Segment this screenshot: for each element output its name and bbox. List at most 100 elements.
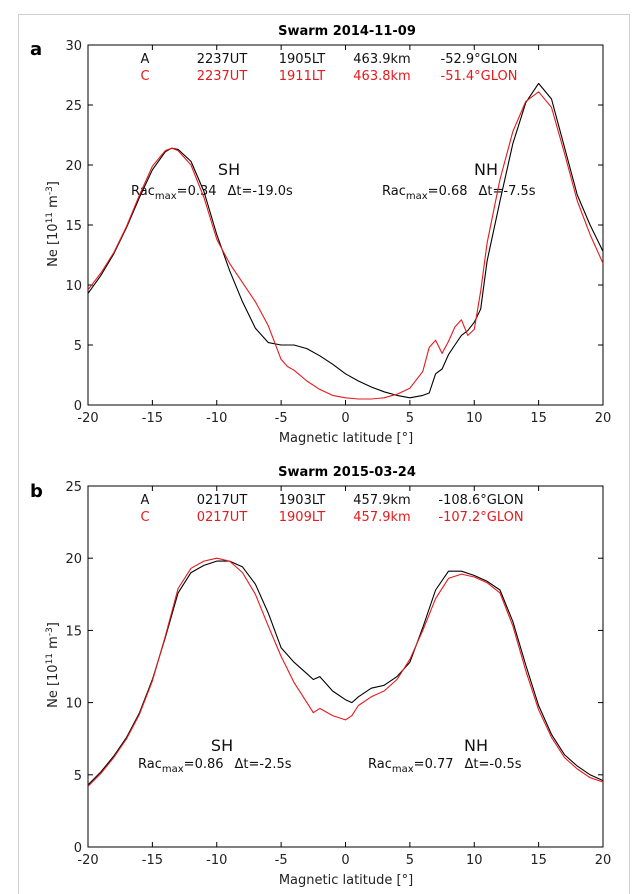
panel-a-info-a-ut: 2237UT	[197, 52, 248, 67]
panel-a-ylabel-m: m	[46, 195, 61, 212]
panel-a-xtick-label-7: 15	[530, 411, 547, 426]
panel-b-xtick-label-5: 5	[406, 853, 414, 868]
panel-b-ytick-label-5: 25	[65, 480, 82, 495]
panel-a-info-c-label: C	[140, 69, 149, 84]
panel-b-series-c-line	[87, 557, 604, 787]
panel-a-xtick-label-1: -15	[142, 411, 163, 426]
panel-a-nh-sub: max	[406, 191, 428, 202]
panel-b-ylabel-exp2: -3	[45, 627, 55, 636]
panel-a-info-a-glon: -52.9°GLON	[441, 52, 518, 67]
panel-b-xtick-label-6: 10	[466, 853, 483, 868]
panel-a-info-a-alt: 463.9km	[353, 52, 410, 67]
panel-b-ytick-label-3: 15	[65, 624, 82, 639]
panel-a-xtick-label-4: 0	[341, 411, 349, 426]
panel-b-xtick-label-2: -10	[206, 853, 227, 868]
panel-b-series-a-line	[87, 560, 604, 786]
panel-b-ylabel: Ne [1011 m-3]	[45, 622, 61, 708]
panel-a-sh-dt: Δt=-19.0s	[228, 184, 294, 199]
panel-b-title: Swarm 2015-03-24	[278, 465, 416, 480]
panel-a-xtick-label-0: -20	[77, 411, 98, 426]
panel-a-sh-sub: max	[155, 191, 177, 202]
panel-a-info: A 2237UT 1905LT 463.9km -52.9°GLON C 223…	[140, 52, 517, 84]
panel-a-letter: a	[30, 39, 42, 60]
panel-a-sh-stats: Racmax=0.34 Δt=-19.0s	[131, 184, 293, 202]
panel-a-ylabel-main: Ne [10	[46, 223, 61, 266]
panel-b-ylabel-m: m	[46, 636, 61, 653]
panel-a-nh-val: =0.68	[428, 184, 468, 199]
panel-a-nh-stats: Racmax=0.68 Δt=-7.5s	[382, 184, 536, 202]
panel-b-letter: b	[30, 481, 43, 502]
panel-a-ytick-label-3: 15	[65, 219, 82, 234]
panel-b-ytick-label-4: 20	[65, 552, 82, 567]
panel-a: Swarm 2014-11-09 a A 2237UT 1905LT 463.9…	[30, 24, 611, 446]
panel-a-axes-box	[87, 44, 604, 406]
panel-a-xtick-label-6: 10	[466, 411, 483, 426]
panel-a-nh-label: NH	[474, 160, 498, 179]
panel-a-info-c-alt: 463.8km	[353, 69, 410, 84]
panel-b-sh-dt: Δt=-2.5s	[235, 757, 292, 772]
panel-a-ylabel: Ne [1011 m-3]	[45, 181, 61, 267]
panel-b-info-a-lt: 1903LT	[279, 493, 326, 508]
panel-b-ytick-label-0: 0	[74, 841, 82, 856]
panel-b-info-a-alt: 457.9km	[353, 493, 410, 508]
panel-a-ylabel-exp2: -3	[45, 186, 55, 195]
panel-a-ylabel-exp: 11	[45, 212, 55, 223]
panel-a-series-a-line	[87, 82, 604, 399]
panel-b-sh-rac: Rac	[138, 757, 162, 772]
panel-a-sh-label: SH	[218, 160, 240, 179]
panel-a-nh-dt: Δt=-7.5s	[479, 184, 536, 199]
panel-a-info-c-ut: 2237UT	[197, 69, 248, 84]
panel-b-info-a-glon: -108.6°GLON	[438, 493, 523, 508]
panel-b-nh-dt: Δt=-0.5s	[465, 757, 522, 772]
panel-a-ytick-label-0: 0	[74, 399, 82, 414]
panel-b-sh-stats: Racmax=0.86 Δt=-2.5s	[138, 757, 292, 775]
panel-a-xlabel: Magnetic latitude [°]	[279, 431, 413, 446]
panel-b-xtick-label-4: 0	[341, 853, 349, 868]
panel-a-ytick-label-4: 20	[65, 159, 82, 174]
panel-a-info-c-lt: 1911LT	[279, 69, 326, 84]
panel-b-xlabel: Magnetic latitude [°]	[279, 873, 413, 888]
panel-a-title: Swarm 2014-11-09	[278, 24, 416, 39]
panel-b-ytick-label-1: 5	[74, 769, 82, 784]
panel-b-info-c-label: C	[140, 510, 149, 525]
panel-a-xtick-label-2: -10	[206, 411, 227, 426]
panel-b-ytick-label-2: 10	[65, 697, 82, 712]
panel-b-sh-label: SH	[211, 736, 233, 755]
panel-a-sh-val: =0.34	[177, 184, 217, 199]
panel-b-nh-label: NH	[464, 736, 488, 755]
panel-a-info-a-lt: 1905LT	[279, 52, 326, 67]
panel-a-ytick-label-6: 30	[65, 39, 82, 54]
panel-a-xtick-label-3: -5	[275, 411, 288, 426]
panel-a-xtick-label-8: 20	[595, 411, 612, 426]
panel-b-sh-sub: max	[162, 764, 184, 775]
figure-frame	[18, 14, 630, 894]
panel-a-ytick-label-1: 5	[74, 339, 82, 354]
panel-b-info-c-glon: -107.2°GLON	[438, 510, 523, 525]
panel-b-info-c-alt: 457.9km	[353, 510, 410, 525]
panel-b-ylabel-exp: 11	[45, 653, 55, 664]
panel-b-info-c-lt: 1909LT	[279, 510, 326, 525]
panel-b-xtick-label-8: 20	[595, 853, 612, 868]
panel-b-ylabel-end: ]	[46, 622, 61, 627]
panel-b-xtick-label-3: -5	[275, 853, 288, 868]
panel-b-xtick-label-0: -20	[77, 853, 98, 868]
panel-b-info-a-label: A	[141, 493, 150, 508]
panel-a-ylabel-end: ]	[46, 181, 61, 186]
panel-a-xtick-label-5: 5	[406, 411, 414, 426]
panel-b-nh-sub: max	[392, 764, 414, 775]
panel-b-ylabel-main: Ne [10	[46, 664, 61, 707]
panel-a-nh-rac: Rac	[382, 184, 406, 199]
panel-b-nh-rac: Rac	[368, 757, 392, 772]
panel-b-nh-stats: Racmax=0.77 Δt=-0.5s	[368, 757, 522, 775]
panel-b-info: A 0217UT 1903LT 457.9km -108.6°GLON C 02…	[140, 493, 523, 525]
panel-b-xtick-label-1: -15	[142, 853, 163, 868]
panel-b-info-c-ut: 0217UT	[197, 510, 248, 525]
panel-b-sh-val: =0.86	[184, 757, 224, 772]
panel-a-info-c-glon: -51.4°GLON	[441, 69, 518, 84]
panel-a-ytick-label-5: 25	[65, 99, 82, 114]
panel-a-info-a-label: A	[141, 52, 150, 67]
panel-b-nh-val: =0.77	[414, 757, 454, 772]
panel-b: Swarm 2015-03-24 b A 0217UT 1903LT 457.9…	[30, 465, 611, 888]
panel-a-sh-rac: Rac	[131, 184, 155, 199]
